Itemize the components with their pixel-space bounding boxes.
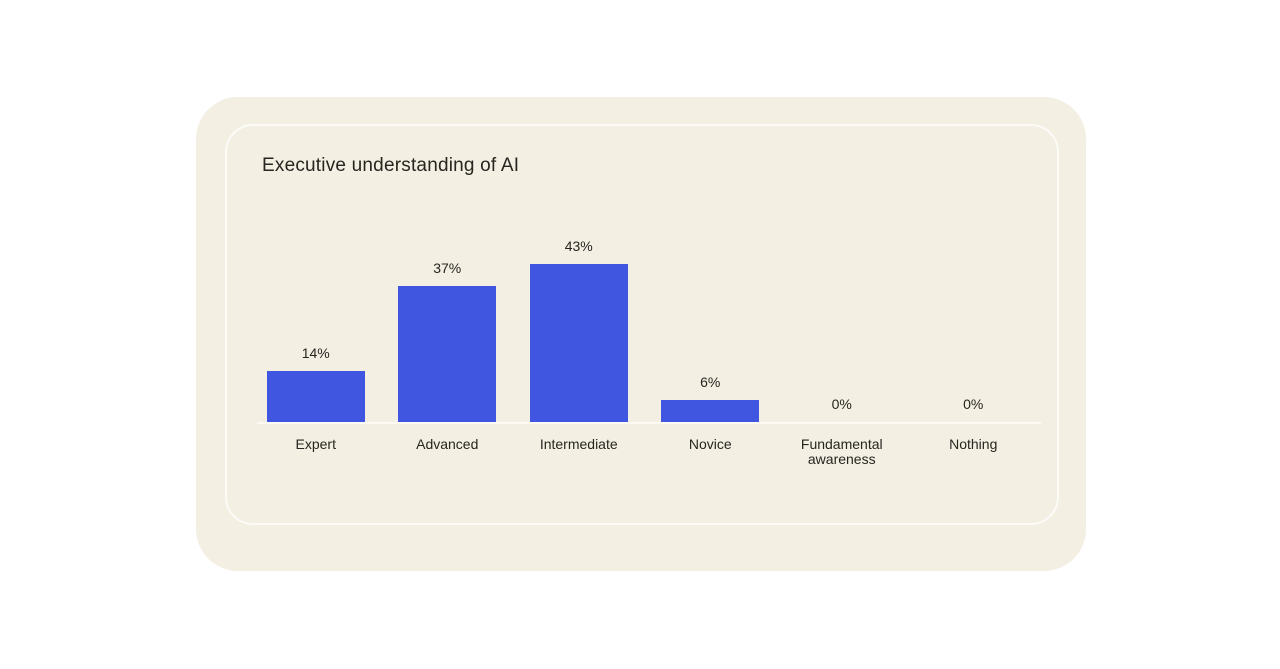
chart-panel: Executive understanding of AI 14% 37% 43% 6…: [225, 124, 1059, 525]
x-axis-labels: Expert Advanced Intermediate Novice Fundamen…: [250, 436, 1039, 468]
bar-column-advanced: 37%: [382, 236, 514, 422]
bar-novice: [661, 400, 760, 422]
x-axis-label-expert: Expert: [295, 436, 336, 452]
bar-value-label-nothing: 0%: [963, 395, 984, 412]
bar-plot: 14% 37% 43% 6% 0% 0%: [250, 236, 1039, 422]
x-axis-label-advanced: Advanced: [416, 436, 479, 452]
bar-value-label-novice: 6%: [700, 373, 721, 390]
bar-column-novice: 6%: [645, 236, 777, 422]
bar-intermediate: [529, 264, 628, 422]
x-axis-label-nothing: Nothing: [949, 436, 998, 452]
x-axis-label-novice: Novice: [688, 436, 732, 452]
bar-value-label-expert: 14%: [301, 344, 330, 361]
x-axis-label-intermediate: Intermediate: [539, 436, 618, 452]
bar-column-expert: 14%: [250, 236, 382, 422]
chart-card: Executive understanding of AI 14% 37% 43% 6…: [196, 97, 1086, 571]
bar-column-nothing: 0%: [908, 236, 1040, 422]
chart-title: Executive understanding of AI: [262, 155, 520, 176]
bar-value-label-intermediate: 43%: [564, 237, 593, 254]
bar-value-label-advanced: 37%: [433, 259, 462, 276]
x-axis-label-fundamental-awareness: Fundamental awareness: [800, 436, 883, 468]
bar-advanced: [398, 286, 497, 422]
bar-column-fundamental-awareness: 0%: [776, 236, 908, 422]
x-axis-line: [257, 422, 1041, 424]
bar-expert: [266, 371, 365, 422]
bar-value-label-fundamental-awareness: 0%: [831, 395, 852, 412]
bar-column-intermediate: 43%: [513, 236, 645, 422]
